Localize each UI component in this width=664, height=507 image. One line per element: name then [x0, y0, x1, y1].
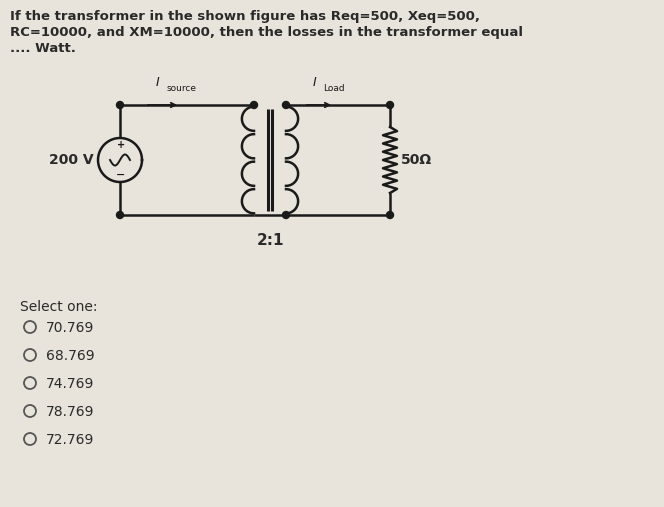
Circle shape	[250, 101, 258, 108]
Text: .... Watt.: .... Watt.	[10, 42, 76, 55]
Text: RC=10000, and XM=10000, then the losses in the transformer equal: RC=10000, and XM=10000, then the losses …	[10, 26, 523, 39]
Text: $I$: $I$	[155, 76, 161, 89]
Circle shape	[386, 211, 394, 219]
Text: 2:1: 2:1	[256, 233, 284, 248]
Text: Load: Load	[323, 84, 345, 93]
Text: 74.769: 74.769	[46, 377, 94, 391]
Text: $I$: $I$	[311, 76, 317, 89]
Text: 68.769: 68.769	[46, 349, 95, 363]
Text: If the transformer in the shown figure has Req=500, Xeq=500,: If the transformer in the shown figure h…	[10, 10, 480, 23]
Circle shape	[282, 211, 290, 219]
Circle shape	[386, 101, 394, 108]
Text: 70.769: 70.769	[46, 321, 94, 335]
Text: −: −	[116, 170, 125, 180]
Circle shape	[282, 101, 290, 108]
Circle shape	[116, 101, 124, 108]
Text: Select one:: Select one:	[20, 300, 98, 314]
Text: 200 V: 200 V	[49, 153, 94, 167]
Circle shape	[116, 211, 124, 219]
Text: source: source	[167, 84, 197, 93]
Text: 72.769: 72.769	[46, 433, 94, 447]
Text: 78.769: 78.769	[46, 405, 94, 419]
Text: 50Ω: 50Ω	[401, 153, 432, 167]
Text: +: +	[117, 140, 125, 150]
